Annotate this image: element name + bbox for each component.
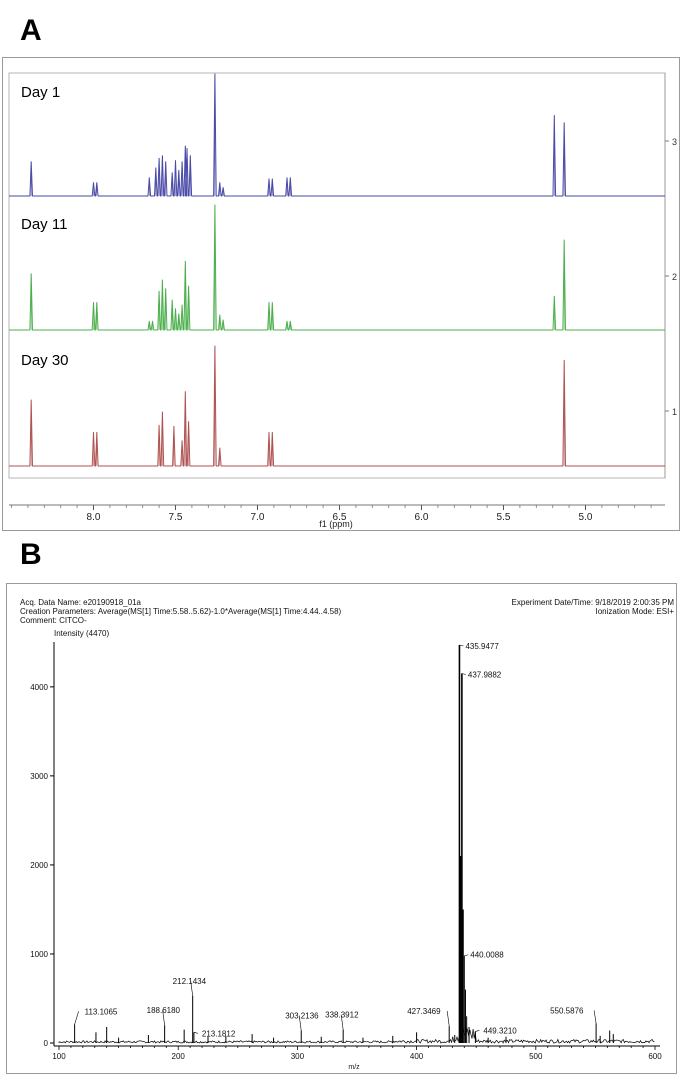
nmr-x-axis-label: f1 (ppm) [319, 519, 353, 529]
panel-a-label: A [20, 14, 42, 47]
ms-peak-label: 338.3912 [325, 1011, 359, 1020]
nmr-series-label: Day 1 [21, 84, 60, 101]
ms-peak-label: 303.2136 [285, 1012, 319, 1021]
ms-comment: Comment: CITCO- [20, 616, 87, 625]
ms-peak-label-leader [461, 673, 466, 675]
nmr-right-tick-label: 2 [672, 272, 677, 282]
ms-x-tick-label: 300 [291, 1052, 305, 1061]
ms-y-tick-label: 1000 [30, 950, 48, 959]
ms-peak-label: 449.3210 [483, 1026, 517, 1035]
ms-peak-label-leader [459, 644, 464, 647]
ms-peak-label-leader [193, 1032, 198, 1034]
ms-y-tick-label: 2000 [30, 861, 48, 870]
ms-peak-label-leader [593, 1010, 597, 1024]
ms-x-tick-label: 600 [648, 1052, 662, 1061]
nmr-x-tick-label: 7.5 [169, 512, 183, 523]
nmr-series-label: Day 30 [21, 352, 69, 369]
ms-panel-frame [6, 583, 677, 1074]
ms-x-axis-label: m/z [348, 1064, 360, 1071]
ms-peak-label: 188.6180 [147, 1006, 181, 1015]
nmr-x-tick-label: 6.0 [415, 512, 429, 523]
nmr-spectrum-1 [9, 73, 665, 197]
nmr-chart: Day 1 3 Day 11 2 Day 30 1 8.0 7.5 7.0 6.5 6.0 5.5 5.… [8, 72, 677, 529]
ms-peak-label: 437.9882 [468, 670, 502, 679]
ms-peak-label-leader [340, 1014, 344, 1030]
nmr-spectrum-3 [9, 345, 665, 467]
nmr-panel-frame [2, 57, 680, 531]
ms-peak-label-leader [74, 1011, 79, 1025]
ms-acq-name: Acq. Data Name: e20190918_01a [20, 598, 142, 607]
ms-peak-label-leader [464, 954, 469, 957]
ms-y-axis-label: Intensity (4470) [54, 629, 109, 638]
ms-peak-label: 550.5876 [550, 1006, 584, 1015]
ms-peak-label-leader [162, 1010, 165, 1026]
panel-b-label: B [20, 538, 42, 571]
ms-x-tick-label: 400 [410, 1052, 424, 1061]
ms-peak-label: 212.1434 [173, 977, 207, 986]
ms-peak-label-leader [475, 1030, 480, 1032]
nmr-x-tick-label: 8.0 [87, 512, 101, 523]
ms-peak-label: 213.1812 [202, 1029, 236, 1038]
nmr-x-tick-label: 7.0 [251, 512, 265, 523]
ms-y-tick-label: 0 [44, 1039, 49, 1048]
ms-experiment-date: Experiment Date/Time: 9/18/2019 2:00:35 … [512, 598, 675, 607]
ms-peak-label-leader [298, 1015, 302, 1031]
nmr-right-tick-label: 1 [672, 407, 677, 417]
ms-peak-label-leader [190, 980, 193, 996]
ms-peak-label: 435.9477 [465, 642, 499, 651]
nmr-right-tick-label: 3 [672, 137, 677, 147]
nmr-x-tick-label: 5.5 [497, 512, 511, 523]
nmr-series-label: Day 11 [21, 216, 67, 233]
ms-creation-params: Creation Parameters: Average(MS[1] Time:… [20, 607, 342, 616]
ms-x-tick-label: 200 [172, 1052, 186, 1061]
ms-peak-label: 440.0088 [470, 951, 504, 960]
ms-peak-label-leader [446, 1011, 450, 1027]
ms-x-tick-label: 100 [52, 1052, 66, 1061]
ms-peak-label: 113.1065 [85, 1007, 118, 1016]
ms-x-tick-label: 500 [529, 1052, 543, 1061]
ms-y-tick-label: 4000 [30, 683, 48, 692]
ms-peak-label: 427.3469 [407, 1007, 441, 1016]
nmr-x-tick-label: 5.0 [579, 512, 593, 523]
ms-y-tick-label: 3000 [30, 772, 48, 781]
nmr-x-tick-label: 6.5 [333, 512, 347, 523]
ms-ionization-mode: Ionization Mode: ESI+ [596, 607, 675, 616]
ms-baseline-noise [58, 1027, 655, 1044]
